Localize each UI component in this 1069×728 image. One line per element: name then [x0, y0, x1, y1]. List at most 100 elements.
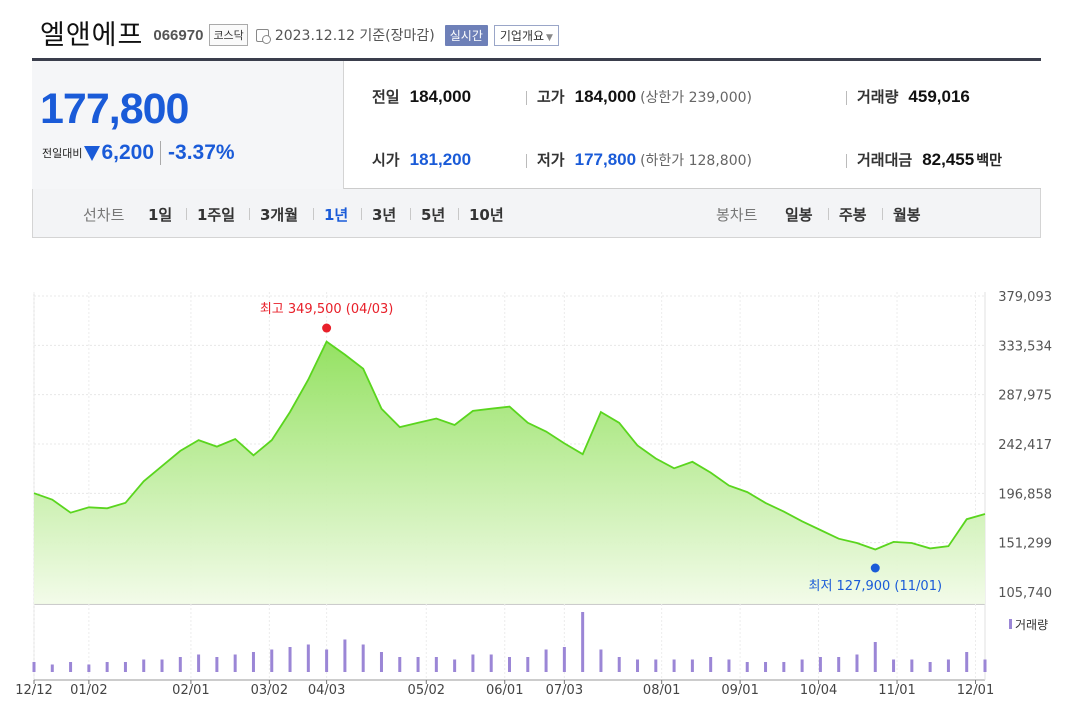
- volume-legend-swatch: [1009, 619, 1012, 629]
- volume-bar: [709, 657, 713, 672]
- high-label: 고가: [537, 88, 565, 106]
- volume-bar: [288, 647, 292, 672]
- volume-bar: [636, 659, 640, 672]
- volume-bar: [270, 649, 274, 672]
- volume-bar: [325, 649, 329, 672]
- price-line: [33, 340, 986, 551]
- x-tick-label: 06/01: [486, 683, 523, 698]
- upper-limit: (상한가 239,000): [640, 90, 752, 106]
- tab-1d[interactable]: 1일: [148, 206, 173, 224]
- divider: [846, 91, 847, 105]
- volume-bar: [453, 659, 457, 672]
- volume-bar: [672, 659, 676, 672]
- tab-monthly[interactable]: 월봉: [893, 206, 921, 224]
- x-tick-label: 07/03: [546, 683, 583, 698]
- high-value: 184,000: [574, 87, 637, 106]
- volume-bar: [416, 657, 420, 672]
- open-value: 181,200: [409, 150, 472, 169]
- volume-bar: [306, 644, 310, 672]
- volume-bar: [873, 642, 877, 672]
- price-area: [34, 341, 985, 604]
- volume-bar: [654, 659, 658, 672]
- amount-label: 거래대금: [857, 151, 913, 169]
- open-label: 시가: [372, 151, 400, 169]
- change-percent: -3.37%: [160, 141, 235, 165]
- line-chart-label: 선차트: [83, 206, 125, 224]
- volume-bar: [343, 639, 347, 672]
- tab-1w[interactable]: 1주일: [197, 206, 236, 224]
- tab-3y[interactable]: 3년: [372, 206, 397, 224]
- volume-bar: [105, 662, 109, 672]
- volume-bar: [892, 659, 896, 672]
- x-tick-label: 04/03: [308, 683, 345, 698]
- company-overview-dropdown[interactable]: 기업개요 ▼: [493, 24, 559, 46]
- volume-bar: [69, 662, 73, 672]
- y-tick-label: 242,417: [998, 438, 1052, 453]
- y-axis-labels: 379,093 333,534 287,975 242,417 196,858 151,2…: [998, 290, 1052, 601]
- volume-bar: [818, 657, 822, 672]
- chart-period-tabs: 선차트 1일 1주일 3개월 1년 3년 5년 10년 봉차트 일봉 주봉 월봉: [32, 189, 1041, 238]
- volume-bar: [398, 657, 402, 672]
- divider: [186, 208, 187, 220]
- volume-bar: [800, 659, 804, 672]
- x-tick-label: 09/01: [721, 683, 758, 698]
- high-annotation: 최고 349,500 (04/03): [260, 302, 394, 317]
- change-label: 전일대비: [42, 147, 83, 160]
- x-tick-label: 11/01: [878, 683, 915, 698]
- volume-bar: [617, 657, 621, 672]
- price-change: 전일대비 6,200 -3.37%: [42, 141, 235, 165]
- realtime-button[interactable]: 실시간: [444, 24, 488, 46]
- volume-bar: [215, 657, 219, 672]
- divider: [313, 208, 314, 220]
- volume-bars: [32, 612, 987, 672]
- chart-grid: [33, 292, 986, 681]
- volume-label: 거래량: [857, 88, 899, 106]
- volume-bar: [946, 659, 950, 672]
- volume-bar: [508, 657, 511, 672]
- stock-header: 엘앤에프 066970 코스닥 2023.12.12 기준(장마감) 실시간 기…: [40, 14, 559, 51]
- tab-5y[interactable]: 5년: [421, 206, 446, 224]
- volume-bar: [123, 662, 127, 672]
- volume-bar: [471, 654, 475, 672]
- divider: [526, 91, 527, 105]
- x-axis-labels: 12/12 01/02 02/01 03/02 04/03 05/02 06/01 07/03…: [15, 680, 994, 698]
- market-badge: 코스닥: [209, 24, 248, 46]
- tab-3m[interactable]: 3개월: [260, 206, 299, 224]
- divider: [361, 208, 362, 220]
- volume-bar: [160, 659, 164, 672]
- volume-bar: [526, 657, 530, 672]
- volume-bar: [965, 652, 969, 672]
- x-tick-label: 12/12: [15, 683, 52, 698]
- company-overview-label: 기업개요: [499, 28, 545, 43]
- x-tick-label: 12/01: [957, 683, 994, 698]
- volume-bar: [361, 644, 365, 672]
- stock-name: 엘앤에프: [40, 19, 144, 51]
- volume-bar: [581, 612, 585, 672]
- y-tick-label: 333,534: [998, 339, 1052, 354]
- volume-bar: [562, 647, 566, 672]
- y-tick-label: 151,299: [998, 537, 1052, 552]
- low-annotation: 최저 127,900 (11/01): [808, 579, 942, 594]
- tab-weekly[interactable]: 주봉: [839, 206, 867, 224]
- volume-bar: [837, 657, 841, 672]
- prev-close-value: 184,000: [409, 87, 472, 106]
- volume-bar: [782, 662, 786, 672]
- open-price: 시가 181,200: [372, 149, 471, 170]
- quote-panel: 177,800 전일대비 6,200 -3.37% 전일 184,000 고가 …: [32, 58, 1041, 189]
- divider: [882, 208, 883, 220]
- current-price: 177,800: [40, 85, 189, 133]
- high-marker: [322, 323, 332, 333]
- low-value: 177,800: [574, 150, 637, 169]
- tab-daily[interactable]: 일봉: [785, 206, 813, 224]
- low-price: 저가 177,800 (하한가 128,800): [537, 149, 752, 170]
- volume-bar: [599, 649, 603, 672]
- quote-date: 2023.12.12 기준(장마감): [274, 28, 435, 44]
- current-price-box: 177,800 전일대비 6,200 -3.37%: [32, 61, 344, 189]
- lower-limit: (하한가 128,800): [640, 153, 752, 169]
- amount-unit: 백만: [976, 153, 1002, 169]
- down-triangle-icon: [84, 145, 101, 161]
- tab-1y[interactable]: 1년: [324, 206, 349, 224]
- y-tick-label: 379,093: [998, 290, 1052, 305]
- x-tick-label: 10/04: [800, 683, 837, 698]
- tab-10y[interactable]: 10년: [469, 206, 504, 224]
